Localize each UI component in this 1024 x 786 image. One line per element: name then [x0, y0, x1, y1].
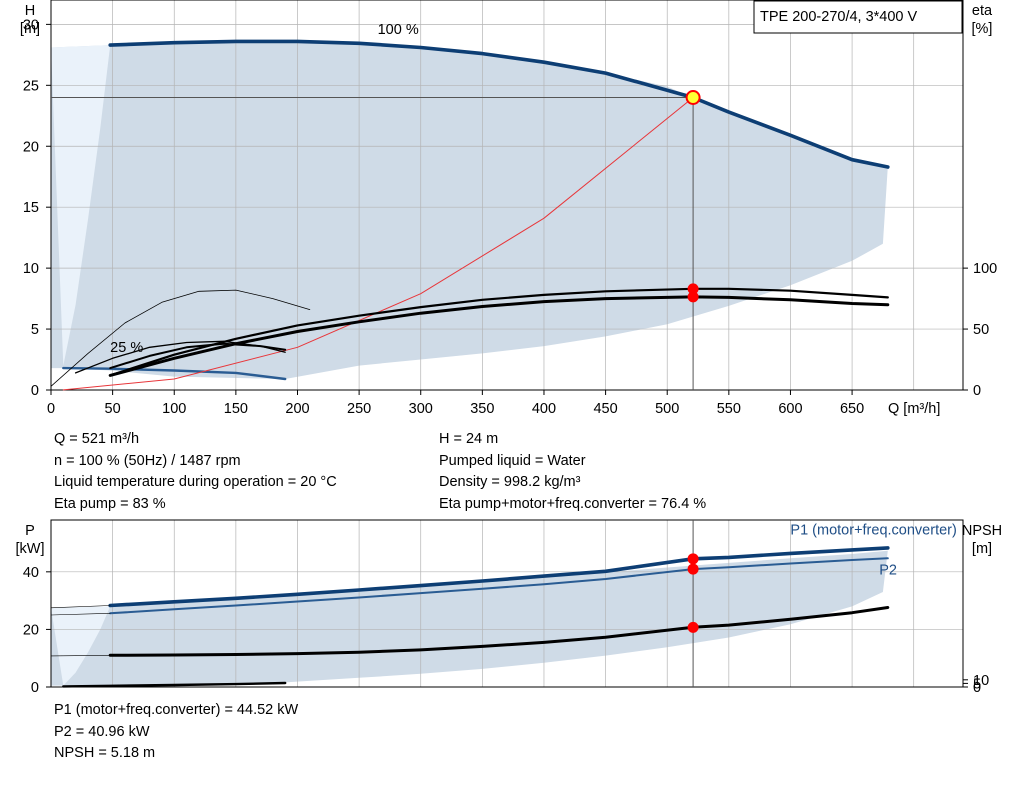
- y2-axis-unit: [%]: [972, 21, 993, 37]
- y2-axis-title: NPSH: [962, 523, 1002, 539]
- duty-info-left: Q = 521 m³/h n = 100 % (50Hz) / 1487 rpm…: [54, 429, 337, 515]
- y2-tick-label: 100: [973, 261, 997, 277]
- info-eta-pump: Eta pump = 83 %: [54, 495, 166, 512]
- operating-range-area: [51, 41, 888, 380]
- y2-tick-label: 10: [973, 673, 989, 689]
- series-p-25: [62, 681, 287, 688]
- series-npsh: [108, 606, 890, 657]
- duty-point-marker: [685, 90, 701, 105]
- y2-axis-title: eta: [972, 3, 993, 19]
- series-label: P2: [879, 563, 897, 579]
- y2-tick-label: 5: [973, 676, 981, 692]
- series-head-100: [108, 39, 890, 169]
- y-axis-unit: [kW]: [16, 541, 45, 557]
- y-tick-label: 20: [23, 139, 39, 155]
- operating-point-marker: [687, 553, 699, 565]
- series-head-25: [62, 366, 287, 381]
- operating-point-marker: [687, 283, 699, 295]
- y-axis-title: H: [25, 3, 35, 19]
- info-flow: Q = 521 m³/h: [54, 431, 140, 447]
- series-p2: [109, 557, 889, 615]
- series-eta-25b: [74, 340, 286, 374]
- series-p1: [108, 546, 890, 608]
- operating-point-marker: [687, 563, 699, 575]
- y-tick-label: 25: [23, 78, 39, 94]
- curve-label: 100 %: [378, 22, 419, 38]
- x-tick-label: 200: [285, 401, 309, 417]
- info-speed: n = 100 % (50Hz) / 1487 rpm: [54, 452, 241, 469]
- x-axis-title: Q [m³/h]: [888, 401, 940, 417]
- model-badge-box: [753, 0, 963, 34]
- info-density: Density = 998.2 kg/m³: [439, 474, 581, 490]
- info-eta-total: Eta pump+motor+freq.converter = 76.4 %: [439, 495, 707, 512]
- plot-frame: [50, 519, 964, 688]
- x-tick-label: 150: [224, 401, 248, 417]
- y-tick-label: 0: [31, 383, 39, 399]
- x-tick-label: 0: [47, 401, 55, 417]
- operating-point-marker: [687, 291, 699, 303]
- y2-tick-label: 0: [973, 680, 981, 696]
- info-liquid-temperature: Liquid temperature during operation = 20…: [54, 474, 337, 490]
- x-tick-label: 250: [347, 401, 371, 417]
- operating-range-area: [51, 550, 888, 686]
- y-axis-title: P: [25, 523, 35, 539]
- y-tick-label: 40: [23, 565, 39, 581]
- x-tick-label: 550: [717, 401, 741, 417]
- series-eta-thin-outer: [50, 289, 311, 387]
- y-tick-label: 0: [31, 680, 39, 696]
- info-npsh: NPSH = 5.18 m: [54, 745, 156, 761]
- y-tick-label: 5: [31, 322, 39, 338]
- info-p2: P2 = 40.96 kW: [54, 723, 150, 740]
- series-eta-total: [108, 295, 890, 377]
- operating-point-marker: [687, 621, 699, 633]
- extended-range-area: [51, 45, 111, 366]
- duty-info-right: H = 24 m Pumped liquid = Water Density =…: [439, 429, 706, 515]
- y2-tick-label: 50: [973, 322, 989, 338]
- y-axis-unit: [m]: [20, 21, 40, 37]
- x-tick-label: 450: [593, 401, 617, 417]
- info-pumped-liquid: Pumped liquid = Water: [439, 452, 586, 469]
- y2-tick-label: 0: [973, 383, 981, 399]
- curve-label: 25 %: [110, 340, 143, 356]
- y2-axis-unit: [m]: [972, 541, 992, 557]
- model-badge: TPE 200-270/4, 3*400 V: [760, 9, 918, 25]
- info-head: H = 24 m: [439, 431, 499, 447]
- extended-range-area: [51, 606, 111, 686]
- x-tick-label: 600: [778, 401, 802, 417]
- series-eta-pump: [109, 287, 889, 377]
- y-tick-label: 30: [23, 17, 39, 33]
- y-tick-label: 20: [23, 622, 39, 638]
- series-p2-ext: [50, 613, 111, 616]
- x-tick-label: 350: [470, 401, 494, 417]
- power-info: P1 (motor+freq.converter) = 44.52 kW P2 …: [54, 700, 298, 765]
- y-tick-label: 15: [23, 200, 39, 216]
- x-tick-label: 500: [655, 401, 679, 417]
- x-tick-label: 100: [162, 401, 186, 417]
- info-p1: P1 (motor+freq.converter) = 44.52 kW: [54, 702, 299, 718]
- x-tick-label: 650: [840, 401, 864, 417]
- y-tick-label: 10: [23, 261, 39, 277]
- series-p1-ext: [50, 605, 111, 609]
- plot-frame: [50, 0, 964, 391]
- series-npsh-ext: [50, 655, 111, 657]
- x-tick-label: 50: [105, 401, 121, 417]
- series-label: P1 (motor+freq.converter): [790, 522, 956, 538]
- x-tick-label: 400: [532, 401, 556, 417]
- x-tick-label: 300: [409, 401, 433, 417]
